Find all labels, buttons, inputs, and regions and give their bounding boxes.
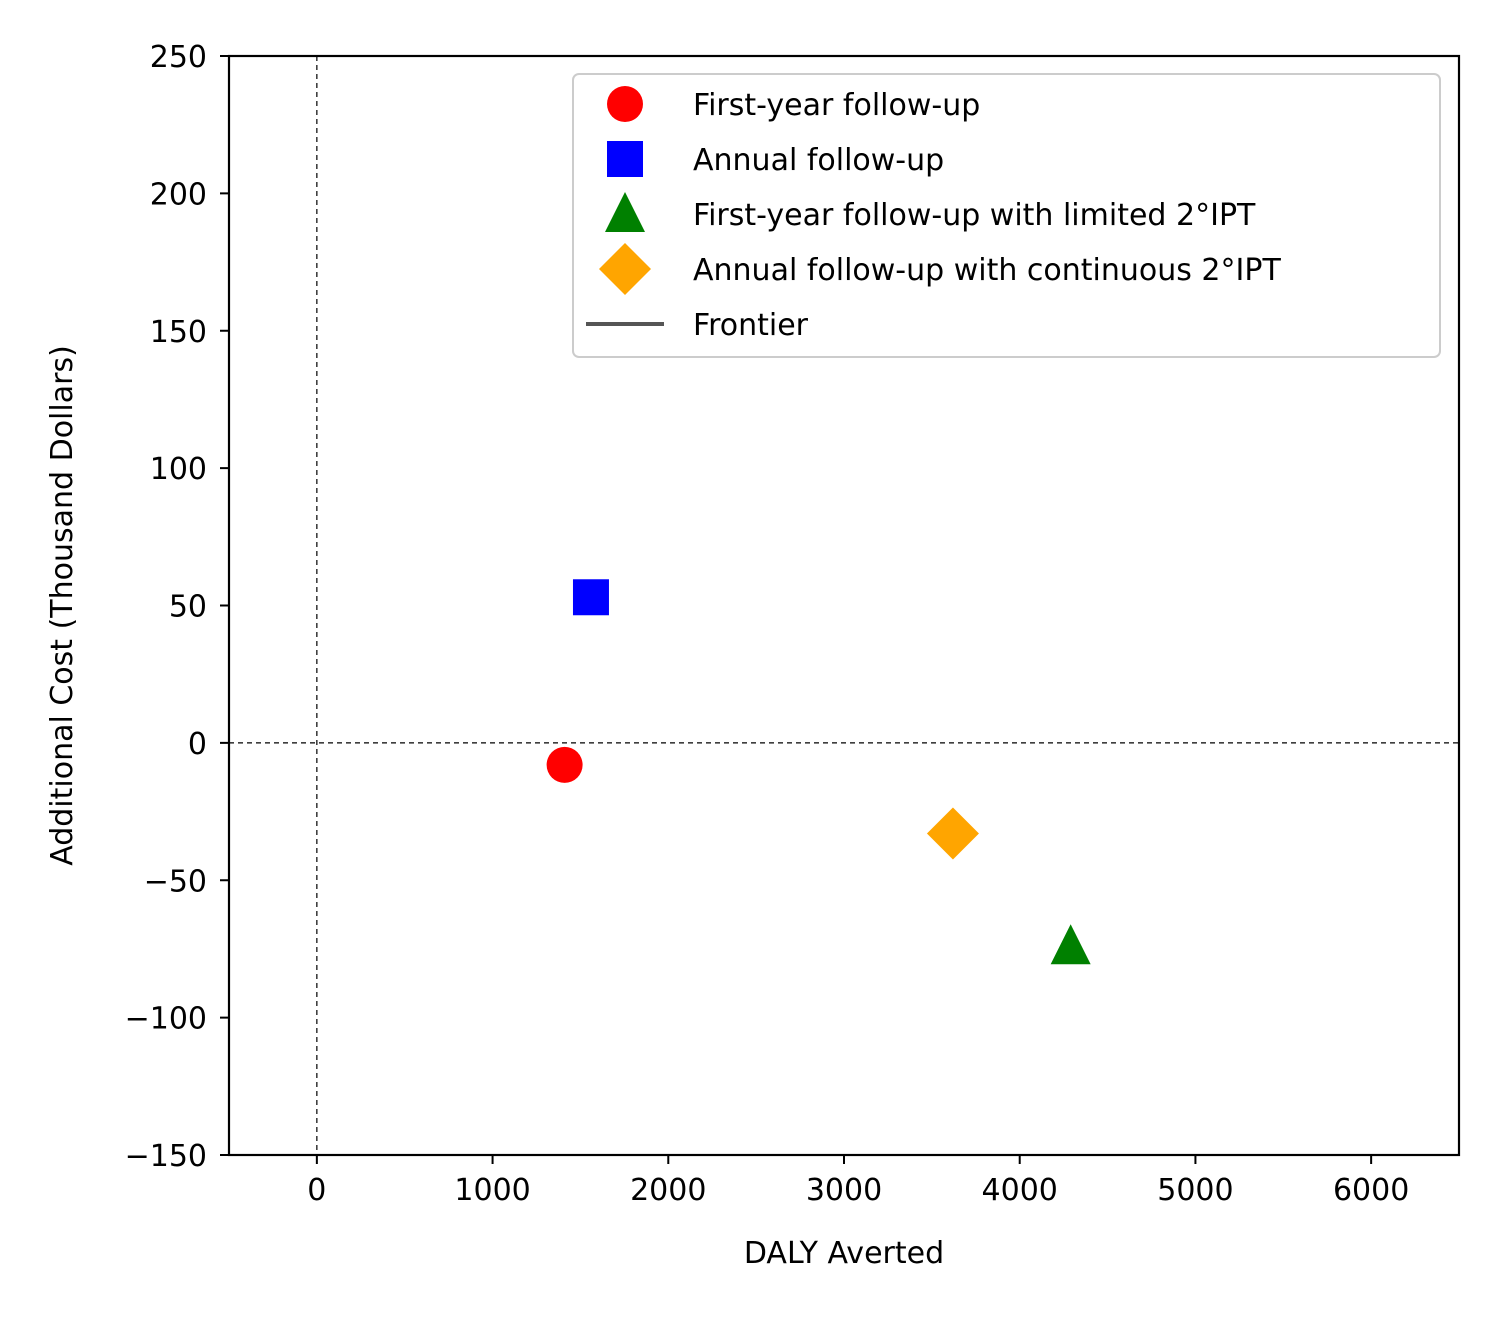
- y-tick-label: 50: [169, 590, 207, 625]
- data-point-diamond: [926, 807, 979, 860]
- y-axis-ticks: −150 −100 −50 0 50 100 150 200 250: [125, 40, 229, 1174]
- legend-marker-triangle: [605, 192, 645, 232]
- y-tick-label: 0: [188, 727, 207, 762]
- y-tick-label: 100: [150, 452, 207, 487]
- y-tick-label: 150: [150, 315, 207, 350]
- x-tick-label: 5000: [1157, 1173, 1233, 1208]
- data-point-triangle: [1050, 924, 1091, 965]
- y-axis-label: Additional Cost (Thousand Dollars): [45, 345, 80, 866]
- y-tick-label: 250: [150, 40, 207, 75]
- data-point-square: [572, 579, 609, 616]
- y-tick-label: −100: [125, 1002, 207, 1037]
- data-markers: [546, 579, 1091, 965]
- x-axis-ticks: 0 1000 2000 3000 4000 5000 6000: [307, 1155, 1409, 1208]
- x-tick-label: 4000: [982, 1173, 1058, 1208]
- x-tick-label: 3000: [806, 1173, 882, 1208]
- x-tick-label: 0: [307, 1173, 326, 1208]
- x-axis-label: DALY Averted: [744, 1236, 944, 1271]
- y-tick-label: −50: [144, 864, 207, 899]
- data-point-circle: [546, 746, 583, 783]
- legend-label: Annual follow-up: [693, 143, 944, 178]
- legend-label: First-year follow-up: [693, 88, 980, 123]
- legend: First-year follow-up Annual follow-up Firs…: [572, 73, 1441, 358]
- reference-lines: [229, 56, 1459, 1155]
- x-tick-label: 2000: [630, 1173, 706, 1208]
- legend-marker-circle: [607, 86, 643, 122]
- y-tick-label: −150: [125, 1139, 207, 1174]
- legend-label: Frontier: [693, 308, 809, 343]
- y-tick-label: 200: [150, 177, 207, 212]
- legend-box: [572, 73, 1441, 358]
- legend-marker-square: [607, 141, 643, 177]
- legend-label: First-year follow-up with limited 2°IPT: [693, 198, 1256, 233]
- x-tick-label: 6000: [1333, 1173, 1409, 1208]
- legend-label: Annual follow-up with continuous 2°IPT: [693, 253, 1281, 288]
- legend-marker-diamond: [599, 243, 651, 295]
- x-tick-label: 1000: [454, 1173, 530, 1208]
